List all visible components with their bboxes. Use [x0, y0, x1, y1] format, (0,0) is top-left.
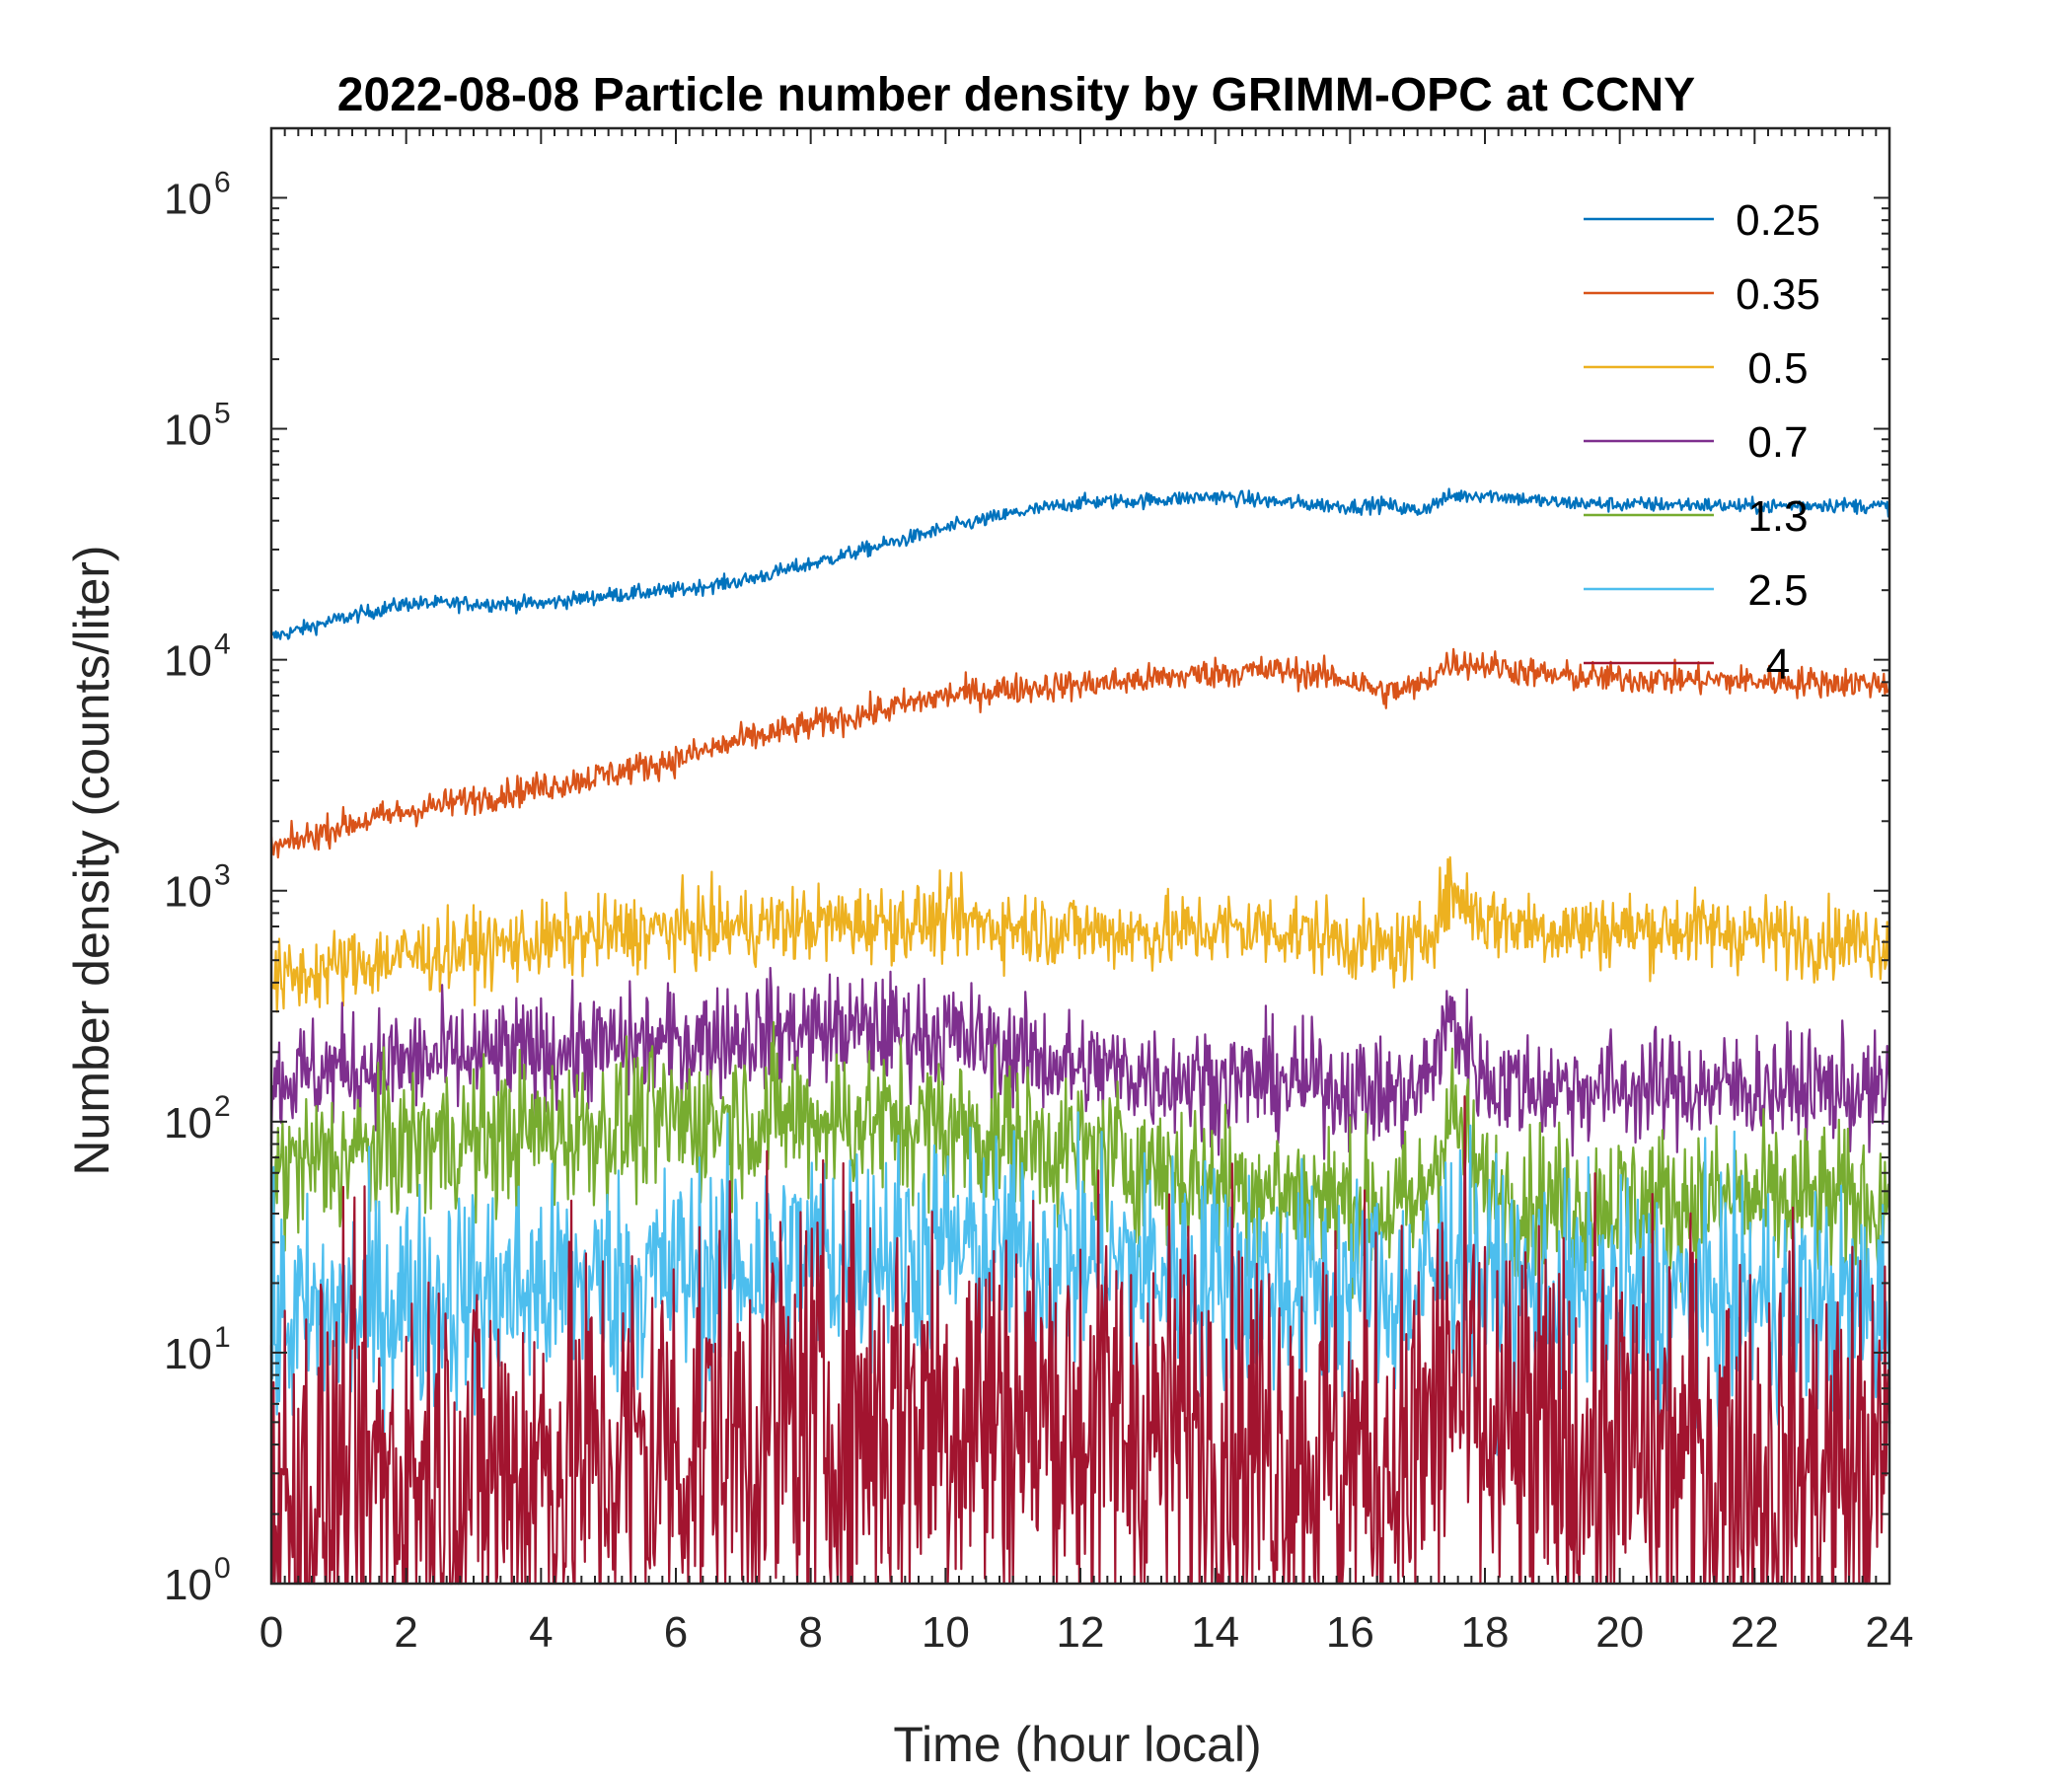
y-tick-label: 10: [164, 1099, 212, 1147]
y-tick-label: 10: [164, 1330, 212, 1378]
y-tick-exponent: 0: [214, 1552, 231, 1585]
series-line-0.25: [270, 487, 1891, 640]
x-axis-label: Time (hour local): [893, 1717, 1261, 1772]
x-tick-label: 8: [798, 1608, 822, 1657]
x-tick-label: 18: [1461, 1608, 1510, 1657]
x-tick-label: 24: [1866, 1608, 1914, 1657]
series-line-0.7: [269, 966, 1891, 1161]
y-tick-label: 10: [164, 175, 212, 223]
x-tick-label: 16: [1326, 1608, 1374, 1657]
legend: 0.25 0.35 0.5 0.7 1.3 2.5 4: [1584, 196, 1820, 689]
x-tick-label: 20: [1595, 1608, 1644, 1657]
x-tick-label: 12: [1057, 1608, 1105, 1657]
y-tick-label: 10: [164, 1561, 212, 1609]
series-line-0.35: [269, 647, 1890, 859]
y-tick-exponent: 2: [214, 1090, 231, 1123]
series-layer: [269, 487, 1891, 1586]
y-tick-exponent: 6: [214, 166, 231, 198]
x-tick-label: 2: [394, 1608, 417, 1657]
y-tick-exponent: 5: [214, 398, 231, 430]
legend-label-2.5: 2.5: [1747, 566, 1808, 615]
legend-label-0.5: 0.5: [1747, 344, 1808, 393]
x-tick-label: 10: [922, 1608, 970, 1657]
legend-label-1.3: 1.3: [1747, 492, 1808, 541]
x-tick-label: 0: [259, 1608, 283, 1657]
y-tick-label: 10: [164, 868, 212, 917]
y-tick-label: 10: [164, 407, 212, 455]
legend-label-0.35: 0.35: [1736, 270, 1820, 319]
series-line-4: [269, 1095, 1891, 1586]
x-tick-label: 14: [1191, 1608, 1239, 1657]
y-axis-label: Number density (counts/liter): [64, 545, 119, 1175]
series-line-0.5: [270, 855, 1891, 1013]
y-tick-exponent: 4: [214, 629, 231, 661]
x-tick-label: 4: [529, 1608, 553, 1657]
y-tick-exponent: 1: [214, 1321, 231, 1354]
x-tick-label: 6: [664, 1608, 688, 1657]
x-tick-label: 22: [1731, 1608, 1779, 1657]
y-tick-exponent: 3: [214, 859, 231, 892]
series-line-1.3: [269, 1021, 1891, 1299]
legend-label-0.25: 0.25: [1736, 196, 1820, 245]
legend-label-0.7: 0.7: [1747, 418, 1808, 467]
chart-title: 2022-08-08 Particle number density by GR…: [337, 69, 1695, 121]
legend-label-4: 4: [1766, 640, 1790, 689]
y-tick-label: 10: [164, 637, 212, 686]
